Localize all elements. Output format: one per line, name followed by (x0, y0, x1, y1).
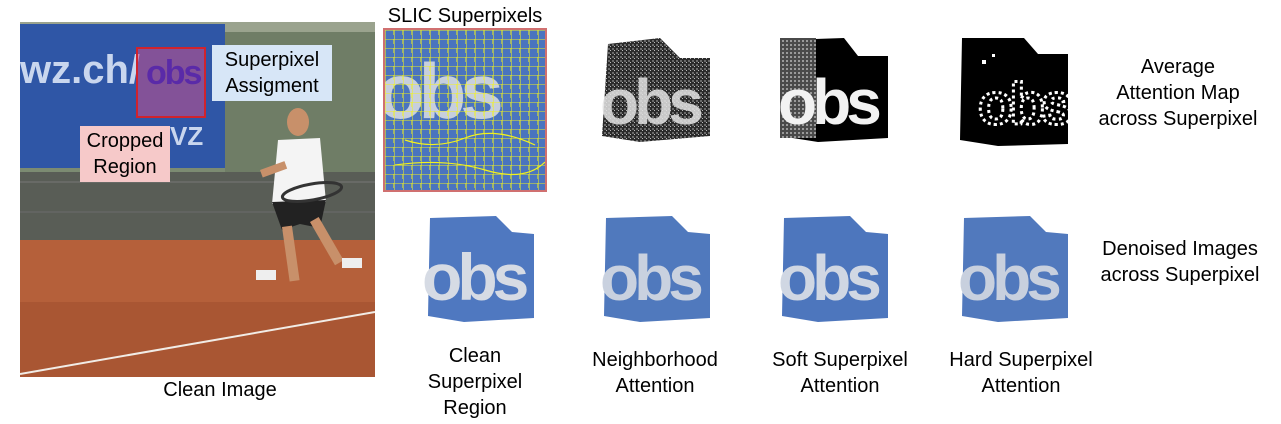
banner-url-text: wz.ch/ (20, 48, 141, 92)
attention-map-neighborhood: obs (600, 36, 712, 144)
neighborhood-attention-caption: Neighborhood Attention (592, 349, 718, 397)
average-attention-map-label: Average Attention Map across Superpixel (1098, 56, 1258, 130)
svg-text:obs: obs (958, 242, 1059, 314)
svg-text:obs: obs (600, 66, 701, 138)
svg-text:obs: obs (424, 240, 527, 314)
denoised-soft: obs (778, 212, 890, 324)
attention-map-soft: obs (778, 36, 890, 144)
denoised-hard: obs (958, 212, 1070, 324)
attention-map-hard: obs (958, 36, 1070, 146)
soft-superpixel-attention-caption: Soft Superpixel Attention (772, 349, 908, 397)
clean-superpixel-region-caption: Clean Superpixel Region (427, 345, 523, 419)
slic-superpixels-image: obs (383, 28, 547, 192)
svg-text:obs: obs (600, 242, 701, 314)
svg-text:obs: obs (778, 242, 879, 314)
hard-superpixel-attention-caption: Hard Superpixel Attention (949, 349, 1093, 397)
cropped-letters: obs (146, 54, 202, 92)
denoised-images-label: Denoised Images across Superpixel (1100, 238, 1260, 286)
cropped-region-outline: obs (136, 47, 206, 118)
svg-text:obs: obs (778, 66, 879, 138)
denoised-clean-superpixel: obs (424, 212, 536, 324)
cropped-region-label: Cropped Region (80, 126, 170, 182)
banner-small-text: VZ (170, 121, 204, 151)
slic-title: SLIC Superpixels (387, 5, 543, 27)
clean-image-caption: Clean Image (163, 379, 277, 401)
superpixel-assignment-label: Superpixel Assigment (212, 45, 332, 101)
svg-text:obs: obs (978, 72, 1070, 137)
denoised-neighborhood: obs (600, 212, 712, 324)
